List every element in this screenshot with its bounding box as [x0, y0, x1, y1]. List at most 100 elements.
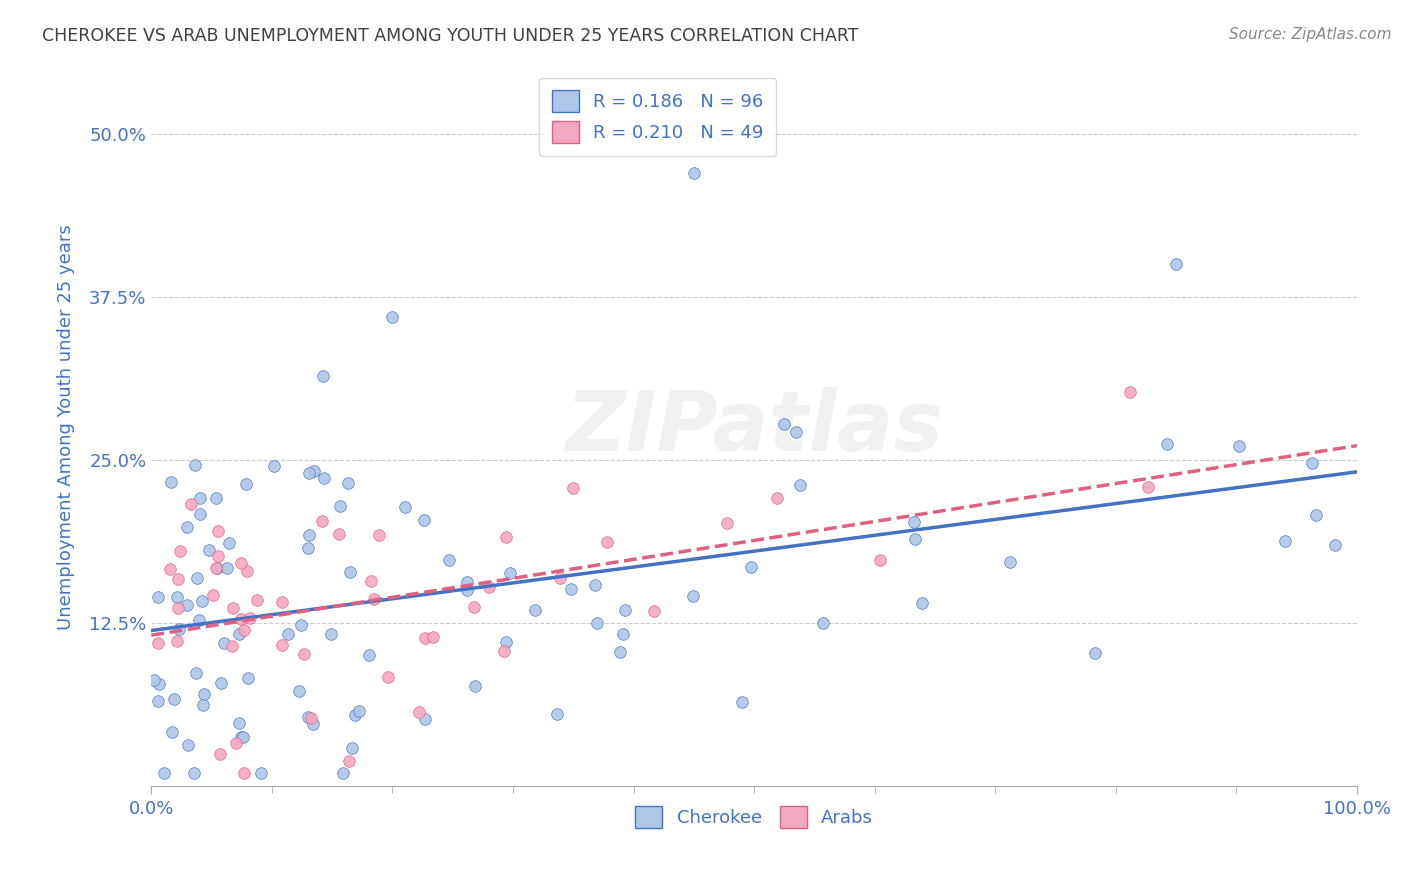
Point [772, 417, 794, 431]
Point [463, 599, 485, 614]
Point [188, 491, 211, 505]
Point [408, 705, 430, 719]
Point [146, 635, 169, 649]
Point [596, 534, 619, 549]
Point [682, 589, 704, 603]
Point [142, 673, 165, 687]
Point [368, 528, 391, 542]
Point [148, 677, 170, 691]
Point [1166, 257, 1188, 271]
Point [1156, 436, 1178, 450]
Point [311, 514, 333, 528]
Point [357, 648, 380, 662]
Point [347, 704, 370, 718]
Point [560, 582, 582, 597]
Point [232, 730, 254, 744]
Point [277, 627, 299, 641]
Point [586, 615, 609, 630]
Point [271, 638, 294, 652]
Point [221, 640, 243, 654]
Point [766, 491, 789, 505]
Point [683, 166, 706, 180]
Point [1274, 533, 1296, 548]
Point [221, 600, 243, 615]
Point [903, 515, 925, 529]
Point [193, 687, 215, 701]
Point [246, 593, 269, 607]
Point [212, 636, 235, 650]
Point [229, 730, 252, 744]
Point [422, 630, 444, 644]
Point [297, 541, 319, 555]
Point [148, 590, 170, 604]
Point [233, 766, 256, 780]
Text: Source: ZipAtlas.com: Source: ZipAtlas.com [1229, 27, 1392, 42]
Point [312, 471, 335, 485]
Point [998, 555, 1021, 569]
Point [643, 604, 665, 618]
Point [343, 707, 366, 722]
Point [495, 530, 517, 544]
Point [785, 425, 807, 440]
Point [498, 566, 520, 581]
Point [209, 747, 232, 761]
Point [363, 591, 385, 606]
Point [229, 612, 252, 626]
Point [198, 542, 221, 557]
Point [1301, 457, 1323, 471]
Point [612, 626, 634, 640]
Point [464, 679, 486, 693]
Point [328, 527, 350, 541]
Point [904, 533, 927, 547]
Point [614, 603, 637, 617]
Point [167, 572, 190, 586]
Point [207, 549, 229, 563]
Point [731, 695, 754, 709]
Point [495, 635, 517, 649]
Point [1323, 537, 1346, 551]
Point [437, 553, 460, 567]
Point [228, 627, 250, 641]
Point [236, 564, 259, 578]
Point [271, 595, 294, 609]
Point [205, 560, 228, 574]
Point [193, 698, 215, 712]
Point [288, 684, 311, 698]
Y-axis label: Unemployment Among Youth under 25 years: Unemployment Among Youth under 25 years [58, 225, 75, 631]
Point [215, 561, 238, 575]
Point [169, 544, 191, 558]
Point [209, 675, 232, 690]
Point [225, 736, 247, 750]
Point [413, 632, 436, 646]
Point [180, 497, 202, 511]
Point [413, 513, 436, 527]
Point [166, 634, 188, 648]
Point [235, 477, 257, 491]
Point [1136, 480, 1159, 494]
Point [299, 711, 322, 725]
Point [302, 716, 325, 731]
Point [162, 692, 184, 706]
Point [229, 556, 252, 570]
Point [381, 310, 404, 324]
Point [394, 500, 416, 514]
Point [716, 516, 738, 530]
Point [205, 561, 228, 575]
Point [233, 624, 256, 638]
Point [337, 754, 360, 768]
Point [562, 481, 585, 495]
Point [177, 739, 200, 753]
Point [176, 598, 198, 612]
Point [263, 459, 285, 474]
Text: ZIPatlas: ZIPatlas [565, 387, 943, 468]
Point [187, 613, 209, 627]
Point [146, 693, 169, 707]
Point [302, 464, 325, 478]
Point [583, 578, 606, 592]
Point [183, 766, 205, 780]
Point [546, 706, 568, 721]
Point [811, 615, 834, 630]
Point [236, 671, 259, 685]
Point [166, 590, 188, 604]
Point [319, 627, 342, 641]
